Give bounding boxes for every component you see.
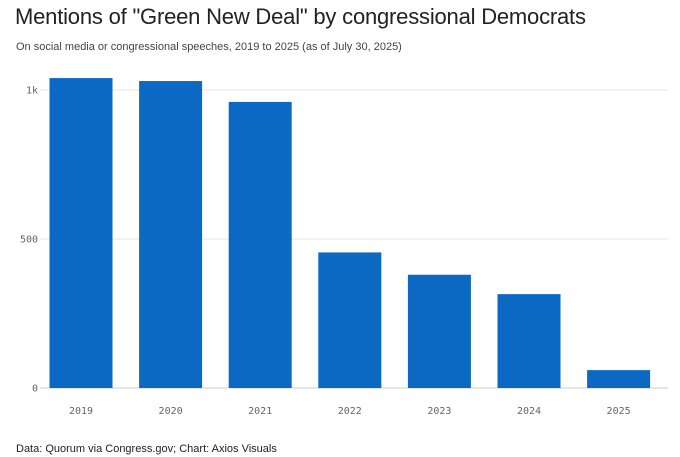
x-tick-label: 2022 [338,406,362,417]
bar-2020 [139,81,203,388]
y-axis-ticks: 0 500 1k [20,86,38,395]
bar-2023 [407,274,471,388]
bar-2025 [587,370,651,388]
x-axis-ticks: 2019 2020 2021 2022 2023 2024 2025 [69,406,631,417]
bar-2024 [497,294,561,388]
chart-title: Mentions of "Green New Deal" by congress… [15,4,586,29]
chart-subtitle: On social media or congressional speeche… [16,41,402,53]
x-tick-label: 2021 [248,406,272,417]
x-tick-label: 2020 [159,406,183,417]
y-tick-label: 1k [26,86,38,97]
bar-layer [49,78,651,389]
bar-2019 [49,78,113,388]
bar-2022 [318,252,382,388]
bar-2021 [228,101,292,389]
x-tick-label: 2019 [69,406,93,417]
x-tick-label: 2025 [607,406,631,417]
source-note: Data: Quorum via Congress.gov; Chart: Ax… [16,443,277,455]
y-tick-label: 0 [32,384,38,395]
y-tick-label: 500 [20,235,38,246]
x-tick-label: 2023 [427,406,451,417]
x-tick-label: 2024 [517,406,541,417]
